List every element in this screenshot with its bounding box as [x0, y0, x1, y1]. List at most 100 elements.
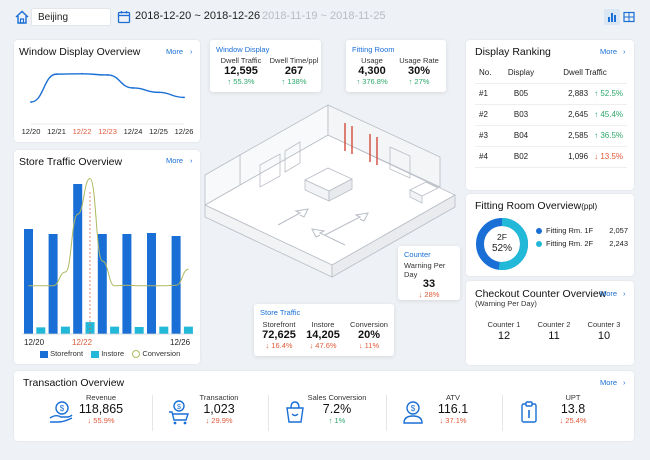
city-select[interactable]: Beijing — [31, 8, 111, 26]
transaction-metric-0[interactable]: Revenue 118,865 ↓ 55.9% — [66, 393, 136, 425]
person-coin-icon: $ — [400, 399, 426, 425]
table-icon — [623, 11, 635, 23]
dwell-traffic-change: ↑ 55.3% — [227, 77, 255, 86]
warning-label: Warning Per Day — [404, 261, 446, 279]
metric-label: ATV — [445, 393, 461, 402]
metric-value: 116.1 — [437, 402, 469, 416]
compare-range[interactable]: 2018-11-19 ~ 2018-11-25 — [262, 10, 386, 22]
counter-item[interactable]: Counter 2 11 — [534, 320, 574, 342]
metric-change: ↓ 55.9% — [87, 416, 115, 425]
card-title: Display Ranking — [475, 46, 551, 58]
x-tick-label: 12/20 — [22, 127, 41, 136]
date-range[interactable]: 2018-12-20 ~ 2018-12-26 — [135, 10, 261, 22]
panel-title: Window Display — [216, 45, 270, 54]
counter-value: 10 — [597, 330, 611, 342]
calendar-icon[interactable] — [117, 10, 131, 24]
storefront-bar — [97, 234, 107, 334]
transaction-metric-2[interactable]: Sales Conversion 7.2% ↑ 1% — [302, 393, 372, 425]
counter-item[interactable]: Counter 1 12 — [484, 320, 524, 342]
table-row[interactable]: #3 B04 2,585 ↑ 36.5% — [475, 125, 627, 147]
transaction-metric-1[interactable]: Transaction 1,023 ↓ 29.9% — [184, 393, 254, 425]
rank-display: B02 — [499, 146, 543, 168]
donut-slice-2f — [476, 218, 528, 270]
chart-view-toggle[interactable] — [604, 9, 620, 25]
card-title: Window Display Overview — [19, 46, 141, 58]
more-link[interactable]: More — [166, 156, 184, 165]
more-link[interactable]: More — [600, 47, 618, 56]
counter-value: 11 — [548, 330, 560, 342]
table-row[interactable]: #2 B03 2,645 ↑ 45.4% — [475, 104, 627, 126]
store-traffic-panel[interactable]: Store Traffic Storefront 72,625 ↓ 16.4% … — [254, 304, 394, 356]
more-link[interactable]: More — [600, 378, 618, 387]
storefront-bar — [73, 184, 83, 334]
rank-display: B04 — [499, 125, 543, 147]
card-title: Checkout Counter Overview — [475, 288, 607, 300]
data-point — [132, 87, 134, 89]
rank-traffic-cell: 2,645 ↑ 45.4% — [543, 104, 627, 126]
x-tick-label: 12/24 — [124, 127, 143, 136]
fitting-legend-item[interactable]: Fitting Rm. 2F 2,243 — [536, 237, 628, 250]
fitting-legend-item[interactable]: Fitting Rm. 1F 2,057 — [536, 224, 628, 237]
instore-bar — [134, 327, 144, 334]
x-label-first: 12/20 — [24, 338, 45, 347]
counter-panel[interactable]: Counter Warning Per Day 33 ↓ 28% — [398, 246, 460, 300]
fitting-room-donut-chart — [476, 218, 528, 270]
data-point — [30, 101, 32, 103]
checkout-counter-card: Checkout Counter Overview (Warning Per D… — [466, 281, 634, 365]
instore-change: ↓ 47.6% — [309, 341, 337, 350]
legend-dot — [536, 227, 542, 234]
svg-text:$: $ — [177, 404, 181, 411]
window-display-panel[interactable]: Window Display Dwell Traffic 12,595 ↑ 55… — [210, 40, 321, 92]
panel-title: Store Traffic — [260, 308, 301, 317]
transaction-metric-3[interactable]: ATV 116.1 ↓ 37.1% — [418, 393, 488, 425]
chevron-right-icon[interactable]: › — [623, 47, 626, 56]
legend-storefront[interactable]: Storefront — [50, 349, 84, 358]
rank-traffic-cell: 1,096 ↓ 13.5% — [543, 146, 627, 168]
panel-title: Fitting Room — [352, 45, 395, 54]
display-ranking-card: Display Ranking More › No. Display Dwell… — [466, 40, 634, 190]
usage-value: 4,300 — [358, 65, 386, 77]
window-display-line-chart: 12/20 12/21 12/22 12/23 12/24 12/25 12/26 — [22, 72, 193, 136]
metric-label: Transaction — [199, 393, 239, 402]
ranking-table: No. Display Dwell Traffic #1 B05 2,883 ↑ 52… — [475, 62, 627, 168]
data-point — [106, 74, 109, 76]
chevron-right-icon[interactable]: › — [623, 378, 626, 387]
col-header-display: Display — [499, 62, 543, 84]
table-row[interactable]: #1 B05 2,883 ↑ 52.5% — [475, 83, 627, 105]
counter-item[interactable]: Counter 3 10 — [584, 320, 624, 342]
rank-traffic: 2,645 — [568, 110, 589, 119]
dwell-time-label: Dwell Time/ppl — [269, 56, 319, 65]
more-link[interactable]: More — [600, 289, 618, 298]
fitting-room-panel[interactable]: Fitting Room Usage 4,300 ↑ 376.8% Usage … — [346, 40, 446, 92]
more-link[interactable]: More — [166, 47, 184, 56]
data-point — [55, 73, 58, 76]
data-point — [81, 72, 83, 75]
conversion-value: 20% — [357, 329, 381, 341]
x-tick-label: 12/23 — [98, 127, 117, 136]
store-floor-plan[interactable] — [200, 95, 460, 345]
legend-conversion[interactable]: Conversion — [142, 349, 181, 358]
usage-rate-label: Usage Rate — [399, 56, 439, 65]
counter-label: Counter 3 — [587, 320, 621, 329]
table-row[interactable]: #4 B02 1,096 ↓ 13.5% — [475, 146, 627, 168]
instore-bar — [110, 326, 120, 334]
legend-instore[interactable]: Instore — [101, 349, 125, 358]
chevron-right-icon[interactable]: › — [190, 47, 193, 56]
home-icon[interactable] — [14, 9, 30, 25]
table-view-toggle[interactable] — [622, 9, 636, 25]
transaction-metric-4[interactable]: UPT 13.8 ↓ 25.4% — [538, 393, 608, 425]
dwell-traffic-label: Dwell Traffic — [220, 56, 262, 65]
window-display-overview-card: Window Display Overview More › 12/20 12/2… — [14, 40, 200, 142]
legend-dot — [536, 240, 542, 247]
metric-divider — [386, 395, 387, 431]
chevron-right-icon[interactable]: › — [190, 156, 193, 165]
legend-swatch-storefront — [40, 350, 48, 358]
counter-value: 12 — [497, 330, 511, 342]
metric-change: ↓ 25.4% — [559, 416, 587, 425]
data-point — [157, 91, 160, 94]
store-traffic-overview-card: Store Traffic Overview More › 12/20 12/2… — [14, 150, 200, 364]
card-title-unit: (ppl) — [581, 202, 598, 211]
chevron-right-icon[interactable]: › — [623, 289, 626, 298]
rank-no: #2 — [475, 104, 499, 126]
conversion-label: Conversion — [350, 320, 388, 329]
